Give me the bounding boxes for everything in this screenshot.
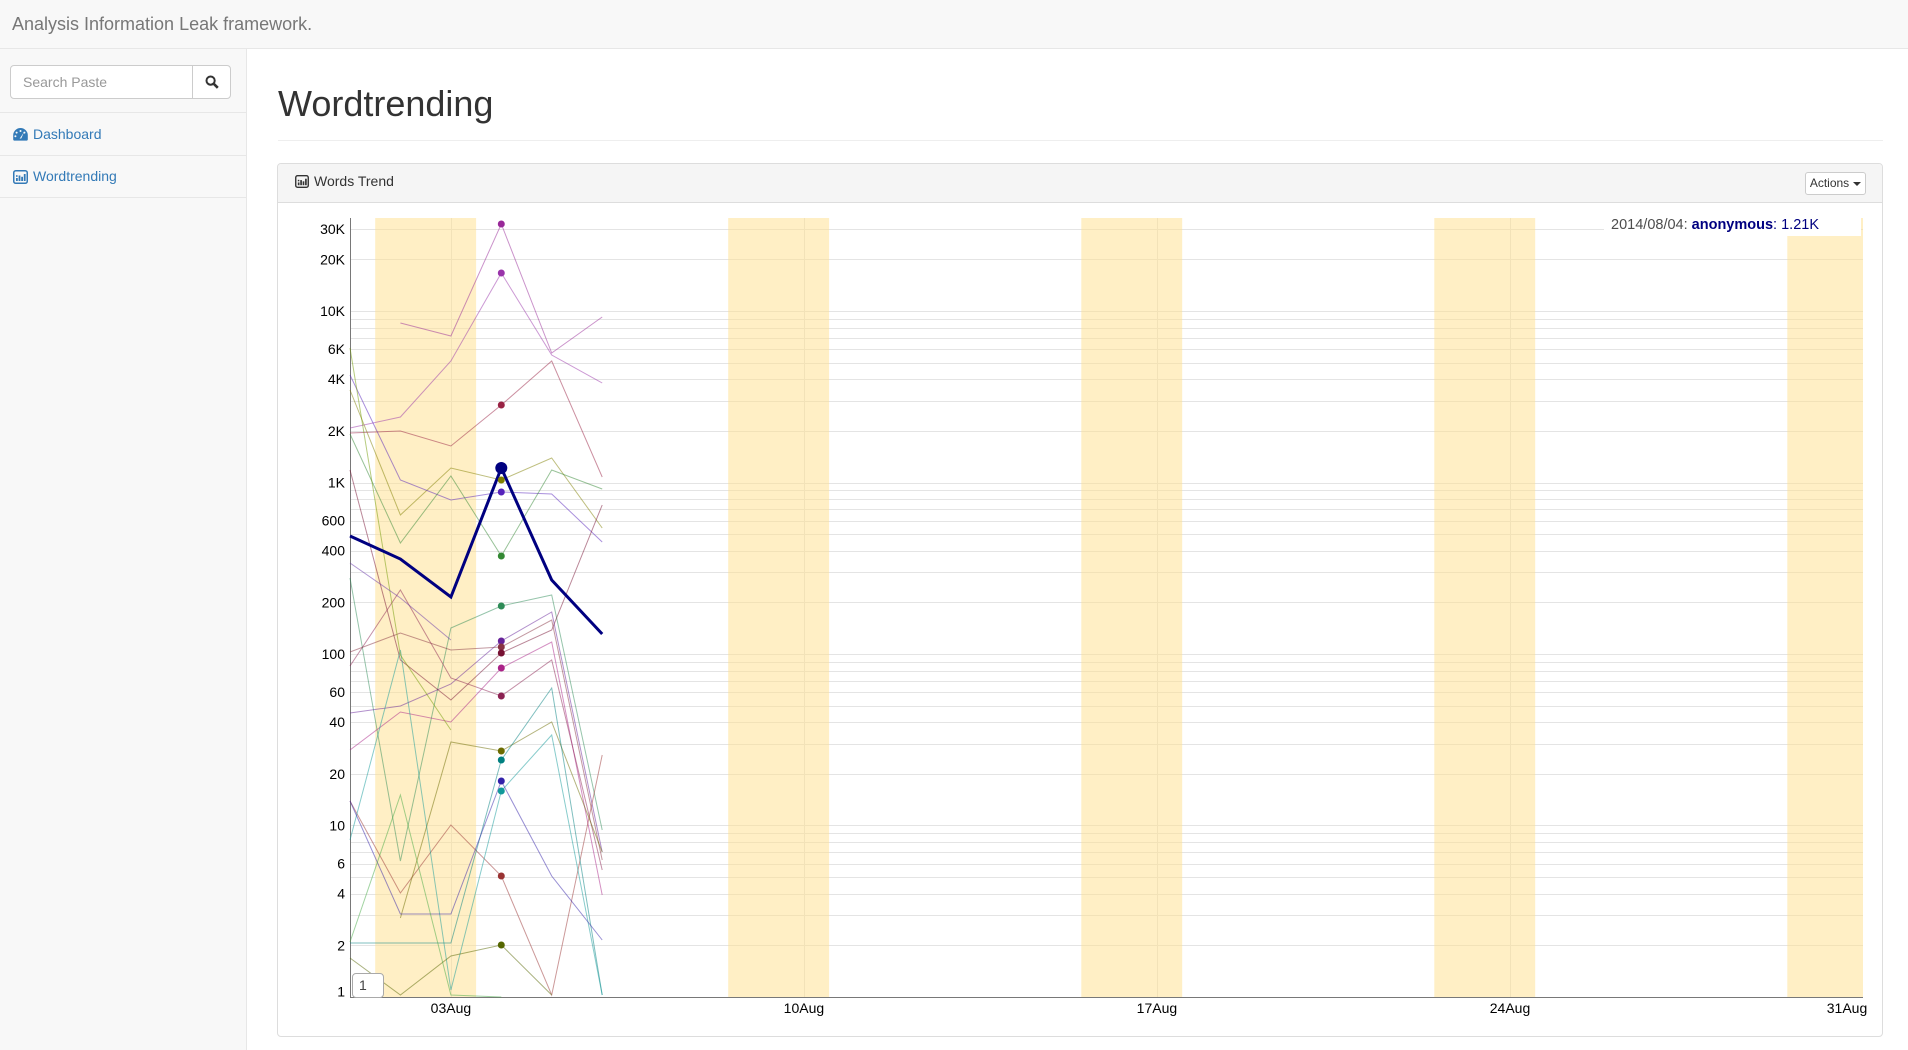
svg-text:03Aug: 03Aug [431, 1000, 471, 1016]
svg-text:31Aug: 31Aug [1827, 1000, 1867, 1016]
svg-text:1K: 1K [328, 475, 346, 491]
svg-text:6K: 6K [328, 341, 346, 357]
svg-text:20K: 20K [320, 251, 346, 267]
svg-text:10K: 10K [320, 303, 346, 319]
svg-text:30K: 30K [320, 221, 346, 237]
svg-text:40: 40 [329, 714, 345, 730]
svg-text:200: 200 [322, 594, 346, 610]
svg-text:24Aug: 24Aug [1490, 1000, 1530, 1016]
svg-text:20: 20 [329, 766, 345, 782]
svg-text:10: 10 [329, 818, 345, 834]
svg-text:60: 60 [329, 684, 345, 700]
svg-text:2: 2 [337, 937, 345, 953]
svg-text:10Aug: 10Aug [784, 1000, 824, 1016]
svg-text:17Aug: 17Aug [1137, 1000, 1177, 1016]
svg-text:1: 1 [337, 984, 345, 1000]
svg-text:2K: 2K [328, 423, 346, 439]
svg-text:600: 600 [322, 513, 346, 529]
svg-text:4: 4 [337, 886, 345, 902]
svg-text:4K: 4K [328, 371, 346, 387]
svg-text:6: 6 [337, 856, 345, 872]
svg-text:400: 400 [322, 543, 346, 559]
svg-text:100: 100 [322, 646, 346, 662]
